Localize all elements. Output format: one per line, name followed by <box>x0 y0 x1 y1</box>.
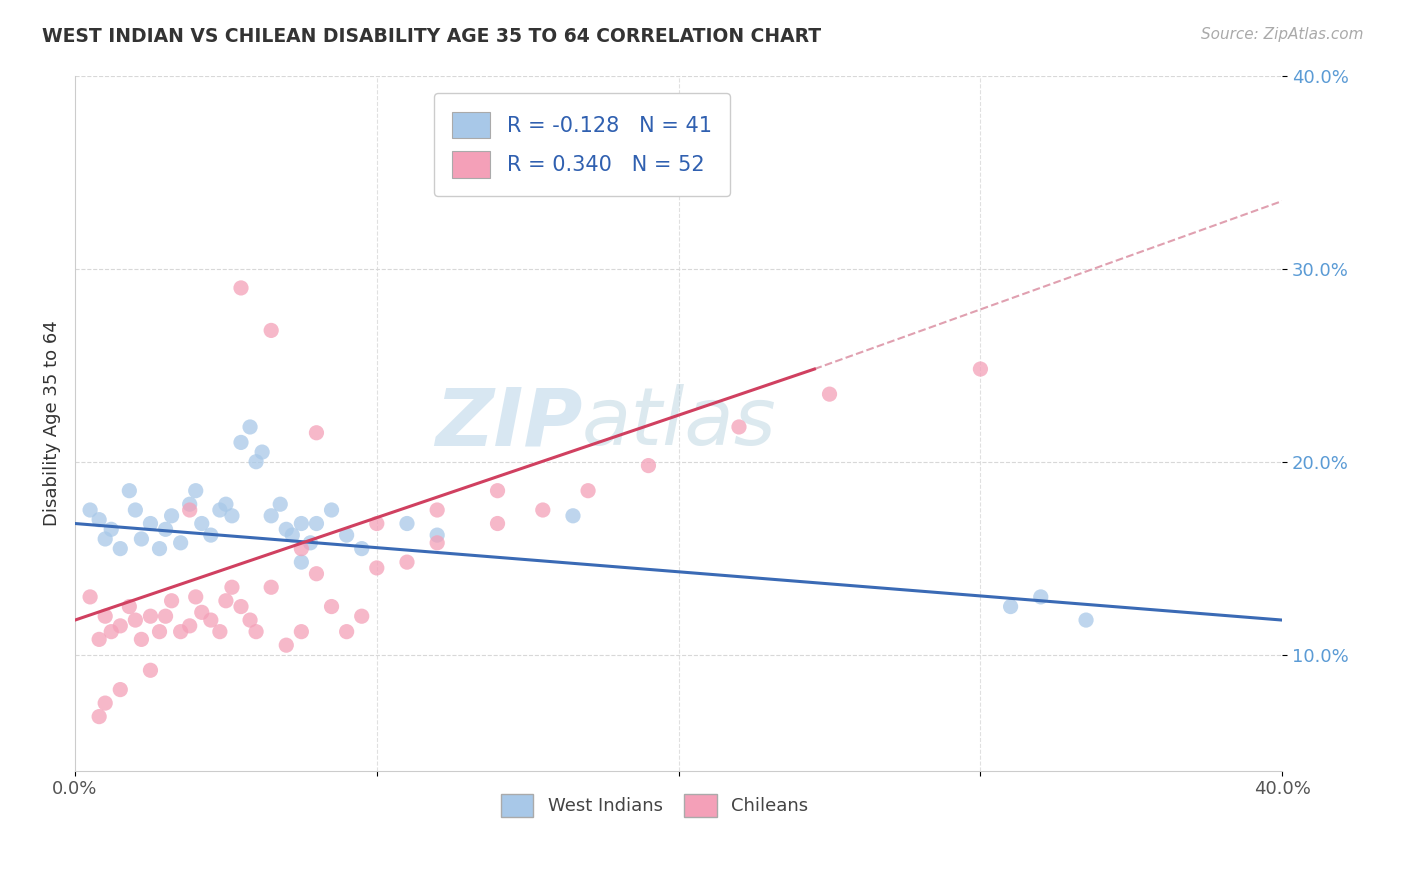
Point <box>260 508 283 523</box>
Point <box>221 508 243 523</box>
Point <box>486 483 509 498</box>
Point <box>89 513 111 527</box>
Point <box>124 613 146 627</box>
Point <box>290 516 312 531</box>
Text: Source: ZipAtlas.com: Source: ZipAtlas.com <box>1201 27 1364 42</box>
Point <box>1074 613 1097 627</box>
Point <box>131 632 153 647</box>
Point <box>531 503 554 517</box>
Point <box>305 516 328 531</box>
Point <box>179 497 201 511</box>
Point <box>148 624 170 639</box>
Point <box>818 387 841 401</box>
Point <box>89 709 111 723</box>
Point <box>290 555 312 569</box>
Point <box>395 555 418 569</box>
Point <box>169 536 191 550</box>
Point <box>299 536 322 550</box>
Point <box>208 503 231 517</box>
Point <box>276 522 298 536</box>
Point <box>260 580 283 594</box>
Point <box>148 541 170 556</box>
Point <box>139 609 162 624</box>
Point <box>94 696 117 710</box>
Point <box>215 593 238 607</box>
Point <box>179 619 201 633</box>
Point <box>350 541 373 556</box>
Point <box>118 599 141 614</box>
Point <box>208 624 231 639</box>
Point <box>366 516 388 531</box>
Point <box>131 532 153 546</box>
Point <box>290 541 312 556</box>
Point <box>155 522 177 536</box>
Point <box>124 503 146 517</box>
Point <box>100 624 122 639</box>
Point <box>366 561 388 575</box>
Point <box>562 508 585 523</box>
Point <box>245 455 267 469</box>
Point <box>100 522 122 536</box>
Point <box>576 483 599 498</box>
Point <box>139 663 162 677</box>
Point <box>200 528 222 542</box>
Point <box>426 503 449 517</box>
Point <box>160 508 183 523</box>
Point <box>169 624 191 639</box>
Point <box>281 528 304 542</box>
Point <box>305 425 328 440</box>
Point <box>229 435 252 450</box>
Point <box>239 613 262 627</box>
Point <box>184 590 207 604</box>
Point <box>269 497 291 511</box>
Point <box>336 624 359 639</box>
Text: ZIP: ZIP <box>434 384 582 462</box>
Text: WEST INDIAN VS CHILEAN DISABILITY AGE 35 TO 64 CORRELATION CHART: WEST INDIAN VS CHILEAN DISABILITY AGE 35… <box>42 27 821 45</box>
Point <box>179 503 201 517</box>
Point <box>426 536 449 550</box>
Point <box>155 609 177 624</box>
Point <box>79 503 101 517</box>
Point <box>1029 590 1052 604</box>
Point <box>969 362 991 376</box>
Point <box>79 590 101 604</box>
Point <box>239 420 262 434</box>
Point <box>290 624 312 639</box>
Point <box>395 516 418 531</box>
Text: atlas: atlas <box>582 384 776 462</box>
Point <box>160 593 183 607</box>
Point <box>200 613 222 627</box>
Point <box>110 541 132 556</box>
Point <box>728 420 751 434</box>
Point <box>1000 599 1022 614</box>
Y-axis label: Disability Age 35 to 64: Disability Age 35 to 64 <box>44 320 60 526</box>
Point <box>94 609 117 624</box>
Point <box>215 497 238 511</box>
Point <box>305 566 328 581</box>
Point <box>110 619 132 633</box>
Point <box>94 532 117 546</box>
Point <box>118 483 141 498</box>
Point <box>321 503 343 517</box>
Point <box>229 281 252 295</box>
Point <box>184 483 207 498</box>
Legend: West Indians, Chileans: West Indians, Chileans <box>494 787 815 824</box>
Point <box>191 605 214 619</box>
Point <box>110 682 132 697</box>
Point <box>191 516 214 531</box>
Point <box>221 580 243 594</box>
Point <box>89 632 111 647</box>
Point <box>637 458 659 473</box>
Point <box>321 599 343 614</box>
Point <box>350 609 373 624</box>
Point <box>229 599 252 614</box>
Point <box>486 516 509 531</box>
Point <box>260 323 283 337</box>
Point <box>426 528 449 542</box>
Point <box>139 516 162 531</box>
Point <box>250 445 273 459</box>
Point <box>336 528 359 542</box>
Point <box>276 638 298 652</box>
Point <box>245 624 267 639</box>
